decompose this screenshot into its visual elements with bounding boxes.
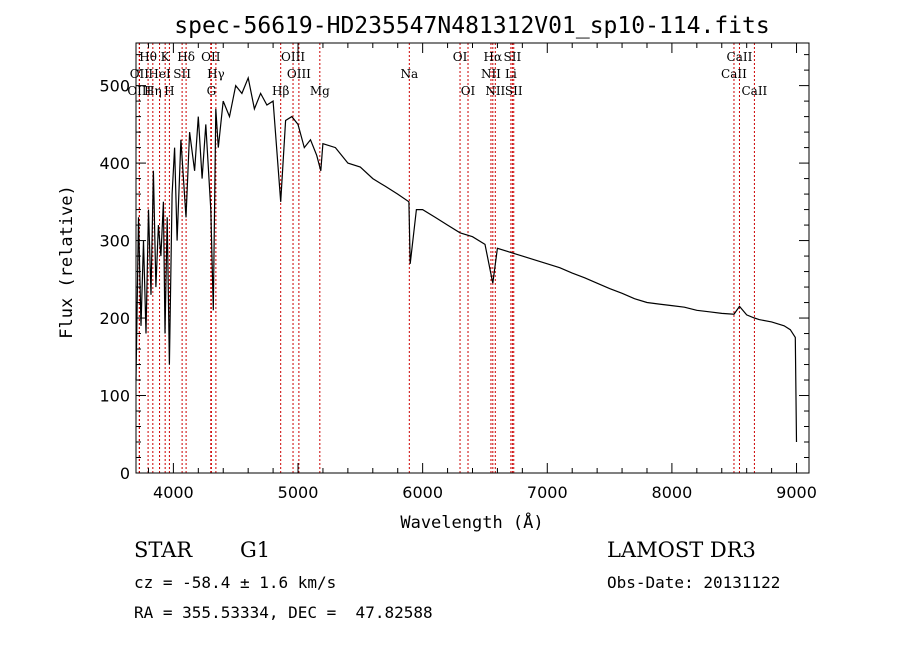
x-axis-label: Wavelength (Å) (400, 511, 543, 533)
y-tick-label: 500 (99, 77, 130, 96)
observation-date: Obs-Date: 20131122 (607, 573, 781, 592)
spectrum-series-line (135, 75, 798, 443)
spectral-line-label: CaII (727, 50, 753, 64)
y-axis-label: Flux (relative) (57, 185, 77, 339)
redshift-velocity: cz = -58.4 ± 1.6 km/s (134, 573, 337, 592)
spectral-line-label: Hθ (139, 50, 157, 64)
spectral-line-label: SII (173, 67, 191, 81)
x-tick-label: 6000 (402, 483, 443, 502)
y-tick-label: 0 (120, 464, 130, 483)
spectral-line-label: Hγ (207, 67, 225, 81)
spectral-line-label: OI (461, 84, 476, 98)
spectral-line-label: CaII (721, 67, 747, 81)
spectral-line-label: K (161, 50, 171, 64)
spectral-line-label: Hδ (177, 50, 195, 64)
spectral-line-label: H (164, 84, 174, 98)
y-axis-ticks: 0 100 200 300 400 500 (99, 54, 809, 483)
spectral-line-label: Hβ (272, 84, 289, 98)
chart-title: spec-56619-HD235547N481312V01_sp10-114.f… (174, 13, 769, 39)
x-tick-label: 4000 (153, 483, 194, 502)
spectral-line-label: CaII (741, 84, 767, 98)
spectral-line-label: G (207, 84, 217, 98)
x-axis-ticks: 4000 5000 6000 7000 8000 9000 (147, 43, 817, 502)
y-tick-label: 200 (99, 309, 130, 328)
spectral-line-label: OIII (287, 67, 311, 81)
coordinates: RA = 355.53334, DEC = 47.82588 (134, 603, 433, 622)
survey-name: LAMOST DR3 (607, 538, 756, 562)
spectral-line-label: Na (400, 67, 418, 81)
spectral-line-label: Mg (310, 84, 330, 98)
spectral-line-label: NII (481, 67, 501, 81)
spectral-line-label: OII (130, 67, 150, 81)
y-tick-label: 300 (99, 232, 130, 251)
y-tick-label: 100 (99, 387, 130, 406)
spectral-line-label: OI (453, 50, 468, 64)
spectral-line-label: Hα (484, 50, 503, 64)
y-tick-label: 400 (99, 154, 130, 173)
spectral-line-label: Li (505, 67, 517, 81)
x-tick-label: 8000 (652, 483, 693, 502)
object-type: STAR (134, 538, 193, 562)
spectral-line-label: SII (505, 84, 523, 98)
spectral-line-label: Hη (144, 84, 162, 98)
spectral-line-label: SII (504, 50, 522, 64)
spectral-line-label: OIII (127, 84, 151, 98)
object-subclass: G1 (240, 538, 271, 562)
spectral-line-label: OII (201, 50, 221, 64)
spectral-line-label: OIII (281, 50, 305, 64)
x-tick-label: 9000 (776, 483, 817, 502)
spectral-line-label: HeI (148, 67, 171, 81)
x-tick-label: 5000 (278, 483, 319, 502)
plot-frame (135, 42, 810, 474)
spectral-line-label: NII (485, 84, 505, 98)
x-tick-label: 7000 (527, 483, 568, 502)
